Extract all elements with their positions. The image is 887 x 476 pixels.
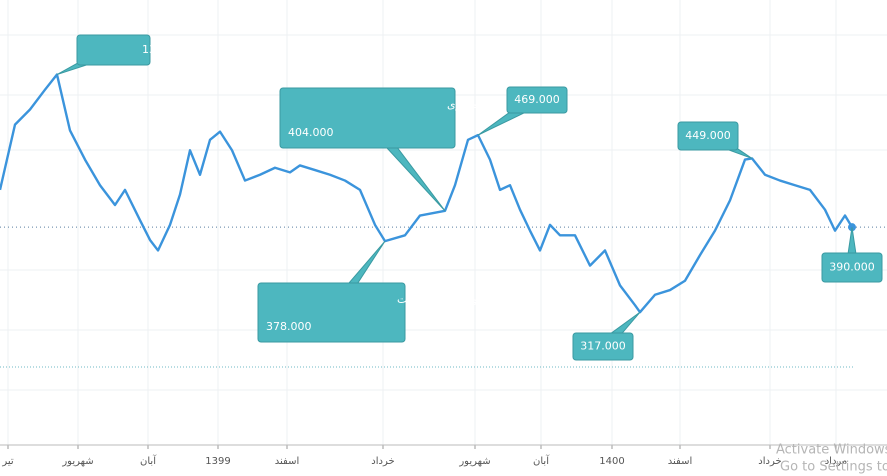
x-tick-label: خرداد <box>371 456 394 467</box>
x-tick-label: شهریور <box>458 456 490 467</box>
annotation-value: 469.000 <box>514 93 560 106</box>
annotation-box <box>506 86 568 114</box>
annotation-value: 378.000 <box>266 320 312 333</box>
watermark: Activate Windows <box>776 443 887 458</box>
annotation-box <box>257 282 406 343</box>
x-tick-label: خرداد <box>758 456 781 467</box>
annotation-value: 449.000 <box>685 129 731 142</box>
watermark: Go to Settings to activate <box>780 460 887 475</box>
annotation-box <box>279 87 456 149</box>
x-tick-label: شهریور <box>61 456 93 467</box>
x-tick-label: مرداد <box>825 456 848 467</box>
annotation-box <box>572 332 634 361</box>
x-tick-label: تیر <box>1 456 14 467</box>
annotation-value: 390.000 <box>829 261 875 274</box>
annotation-box <box>76 34 151 66</box>
annotation-label: اولین روز بعد از انتخابات <box>397 293 510 306</box>
annotation-value: 404.000 <box>288 126 334 139</box>
annotation-box <box>677 121 739 151</box>
annotation-label: مرداد 1399 <box>142 43 198 56</box>
x-tick-label: اسفند <box>275 456 299 467</box>
annotation-value: 317.000 <box>580 340 626 353</box>
x-tick-label: اسفند <box>668 456 692 467</box>
x-tick-label: 1400 <box>599 456 624 467</box>
x-tick-label: آبان <box>533 454 550 467</box>
annotation-box <box>821 252 883 283</box>
x-tick-label: آبان <box>140 454 157 467</box>
x-tick-label: 1399 <box>205 456 230 467</box>
